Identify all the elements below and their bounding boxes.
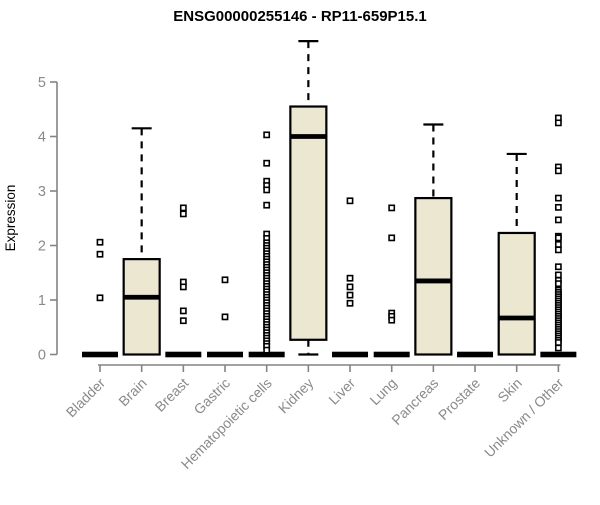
y-axis-label: Expression [3,185,18,252]
outlier-point [554,167,562,175]
collapsed-box-bar [165,351,202,358]
collapsed-box-bar [207,351,244,358]
box-rect [414,196,453,356]
outlier-point [263,159,271,167]
outlier-point [554,119,562,127]
outlier-point [554,234,562,242]
outlier-point [388,234,396,242]
collapsed-box-bar [540,351,577,358]
outlier-point [96,294,104,302]
box-kidney [289,40,328,356]
outlier-point [221,313,229,321]
box-liver [332,197,369,358]
collapsed-box-bar [82,351,118,358]
x-tick-label-brain: Brain [115,375,149,409]
outlier-point [554,280,562,288]
x-tick-label-prostate: Prostate [435,375,483,423]
chart-title: ENSG00000255146 - RP11-659P15.1 [173,8,427,25]
outlier-point [263,131,271,139]
outlier-point [346,283,354,291]
x-tick-label-breast: Breast [152,375,192,415]
box-prostate [457,351,494,358]
box-unknown-other [540,114,577,358]
outlier-point [554,194,562,202]
outlier-point [263,186,271,194]
outlier-point [554,241,562,248]
y-tick-label: 2 [38,239,46,255]
y-tick-label: 3 [38,184,46,200]
x-tick-label-kidney: Kidney [275,375,317,417]
outlier-point [554,344,562,352]
box-hematopoietic-cells [248,131,285,358]
x-tick-label-bladder: Bladder [63,375,109,421]
outlier-point [554,216,562,224]
x-tick-label-liver: Liver [325,375,358,408]
collapsed-box-bar [248,351,285,358]
collapsed-box-bar [457,351,494,358]
box-skin [497,152,536,356]
box-rect [497,231,536,356]
outlier-point [346,197,354,205]
y-tick-label: 0 [38,348,46,364]
box-rect [122,258,161,356]
outlier-point [221,276,229,284]
outlier-point [263,201,271,209]
outlier-point [179,210,187,218]
outlier-point [263,346,271,354]
outlier-point [346,291,354,299]
box-lung [373,204,410,358]
outlier-point [554,339,562,346]
outlier-point [179,283,187,291]
y-tick-label: 5 [38,75,46,91]
y-tick-label: 4 [38,130,46,146]
box-rect [289,105,328,341]
outlier-point [96,238,104,246]
y-tick-label: 1 [38,293,46,309]
outlier-point [554,263,562,271]
box-brain [122,127,161,356]
box-pancreas [414,123,453,356]
outlier-point [179,307,187,315]
outlier-point [554,203,562,211]
outlier-point [554,246,562,254]
outlier-point [179,317,187,325]
x-tick-label-lung: Lung [366,375,399,408]
collapsed-box-bar [373,351,410,358]
x-tick-label-unknown-other: Unknown / Other [481,375,567,461]
collapsed-box-bar [332,351,369,358]
outlier-point [554,271,562,279]
outlier-point [179,204,187,212]
outlier-point [346,299,354,307]
box-bladder [82,238,118,358]
box-breast [165,204,202,358]
outlier-point [388,204,396,212]
outlier-point [388,316,396,324]
outlier-point [346,274,354,282]
outlier-point [96,250,104,258]
box-gastric [207,276,244,358]
x-tick-label-skin: Skin [494,375,525,406]
